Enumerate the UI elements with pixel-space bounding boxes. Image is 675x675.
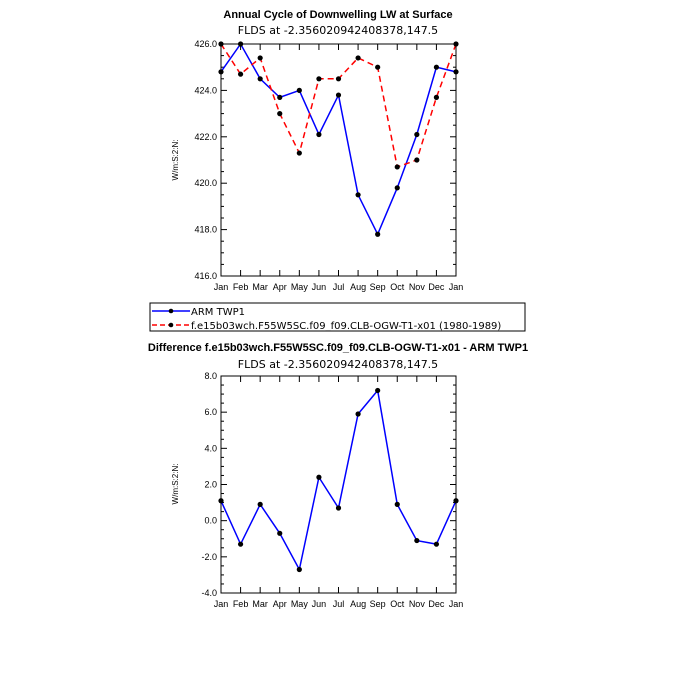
chart1-series-0-point [414, 131, 420, 138]
chart2-ytick-label: 8.0 [204, 371, 217, 381]
chart1-series-1-point [277, 111, 283, 117]
chart1-plot: 416.0 418.0 420.0 422.0 424.0 426.0 Jan Feb Mar A… [194, 39, 463, 292]
chart1-xtick-label: Jan [449, 282, 464, 292]
chart1-xtick-label: Feb [233, 282, 249, 292]
chart2-ylabel: W/m:S:2:N: [171, 464, 180, 505]
chart1-xtick-label: Dec [428, 282, 445, 292]
chart2-xtick-label: Aug [350, 599, 366, 609]
chart2-series-0-point [355, 411, 361, 417]
chart1-series-0-point [316, 131, 322, 138]
chart1-series-0-point [237, 41, 244, 47]
legend-marker-model [168, 322, 174, 328]
chart2-ytick-label: -4.0 [201, 588, 217, 598]
chart2-series-0-point [277, 530, 283, 536]
chart1-ytick-label: 422.0 [194, 132, 217, 142]
chart2-xtick-label: Apr [273, 599, 287, 609]
chart1-series-1-point [335, 76, 342, 82]
chart2-xtick-label: May [291, 599, 309, 609]
chart1-ytick-label: 420.0 [194, 178, 217, 188]
chart1-xtick-label: Nov [409, 282, 426, 292]
chart1-series-1-point [218, 41, 224, 47]
legend-label-model: f.e15b03wch.F55W5SC.f09_f09.CLB-OGW-T1-x… [191, 321, 501, 332]
chart2-series-0-point [218, 498, 224, 504]
chart1-series-0-point [277, 94, 283, 100]
legend-box [149, 302, 526, 332]
chart2-xtick-label: Nov [409, 599, 426, 609]
chart1-series-1-point [257, 55, 263, 61]
chart1-series-0-point [375, 231, 381, 237]
chart1-xtick-label: Jan [214, 282, 229, 292]
chart1-series-1-point [433, 94, 440, 100]
chart1-series-1-point [394, 164, 400, 170]
chart1-ytick-label: 418.0 [194, 225, 217, 235]
chart1-series-0-point [394, 185, 400, 191]
chart1-legend: ARM TWP1 f.e15b03wch.F55W5SC.f09_f09.CLB… [149, 302, 526, 332]
chart2-ytick-label: 2.0 [204, 480, 217, 490]
chart1-xtick-label: Oct [390, 282, 405, 292]
chart2-frame [220, 375, 457, 594]
chart1-series-0-point [218, 69, 224, 75]
chart1-ytick-label: 426.0 [194, 39, 217, 49]
chart2-ytick-label: 6.0 [204, 407, 217, 417]
chart2-series-0-point [453, 498, 459, 504]
chart1-series-1-point [237, 71, 244, 77]
chart2-series-0-point [257, 501, 263, 507]
chart1-xtick-label: Aug [350, 282, 366, 292]
chart2-ytick-label: 4.0 [204, 443, 217, 453]
chart1-xtick-label: Sep [370, 282, 386, 292]
chart1-series-1-point [375, 64, 381, 70]
chart1-series-1-point [296, 150, 302, 156]
chart2-series-0-point [394, 501, 400, 507]
chart2-series-0-point [433, 541, 440, 547]
chart1-title: Annual Cycle of Downwelling LW at Surfac… [223, 9, 452, 21]
chart2-series-0-point [375, 387, 381, 394]
chart2-xtick-label: Jul [333, 599, 345, 609]
chart2-series-0-point [335, 505, 342, 511]
chart2-xtick-label: Jan [449, 599, 464, 609]
chart2-xtick-label: Mar [252, 599, 268, 609]
chart2-title: Difference f.e15b03wch.F55W5SC.f09_f09.C… [148, 342, 528, 354]
chart2-series-line-0 [220, 388, 457, 572]
chart1-xtick-label: Jun [312, 282, 327, 292]
chart1-series-0-point [296, 87, 302, 93]
chart1-xtick-label: Apr [273, 282, 287, 292]
chart1-series-1-point [355, 55, 361, 61]
chart2-xtick-label: Jun [312, 599, 327, 609]
chart1-xtick-label: May [291, 282, 309, 292]
chart2-xtick-label: Feb [233, 599, 249, 609]
chart1-ytick-label: 424.0 [194, 85, 217, 95]
chart1-series-0-point [355, 192, 361, 198]
chart2-subtitle: FLDS at -2.356020942408378,147.5 [238, 358, 438, 371]
chart1-xtick-label: Jul [333, 282, 345, 292]
chart1-series-1-point [453, 41, 459, 47]
chart1-series-line-0 [220, 42, 457, 237]
chart2-series-0-point [414, 537, 420, 544]
chart2-xtick-label: Sep [370, 599, 386, 609]
chart1-series-0-point [257, 76, 263, 82]
chart1-ytick-label: 416.0 [194, 271, 217, 281]
chart2-series-0-point [237, 541, 244, 547]
legend-label-arm: ARM TWP1 [191, 307, 245, 318]
chart1-xtick-label: Mar [252, 282, 268, 292]
chart1-series-line-1 [220, 43, 457, 168]
chart2-ytick-label: -2.0 [201, 552, 217, 562]
chart2-series-0-point [316, 474, 322, 480]
chart1-series-0-point [335, 92, 342, 98]
chart1-series-0-point [433, 64, 440, 70]
chart1-series-1-point [316, 76, 322, 82]
chart2-series-0-point [296, 566, 302, 573]
chart2-xtick-label: Dec [428, 599, 445, 609]
legend-marker-arm [168, 308, 174, 314]
chart2-xtick-label: Oct [390, 599, 405, 609]
chart2-ytick-label: 0.0 [204, 516, 217, 526]
chart2-xtick-label: Jan [214, 599, 229, 609]
chart1-ylabel: W/m:S:2:N: [171, 140, 180, 181]
chart1-series-1-point [414, 157, 420, 163]
chart1-subtitle: FLDS at -2.356020942408378,147.5 [238, 24, 438, 37]
chart1-series-0-point [453, 69, 459, 75]
